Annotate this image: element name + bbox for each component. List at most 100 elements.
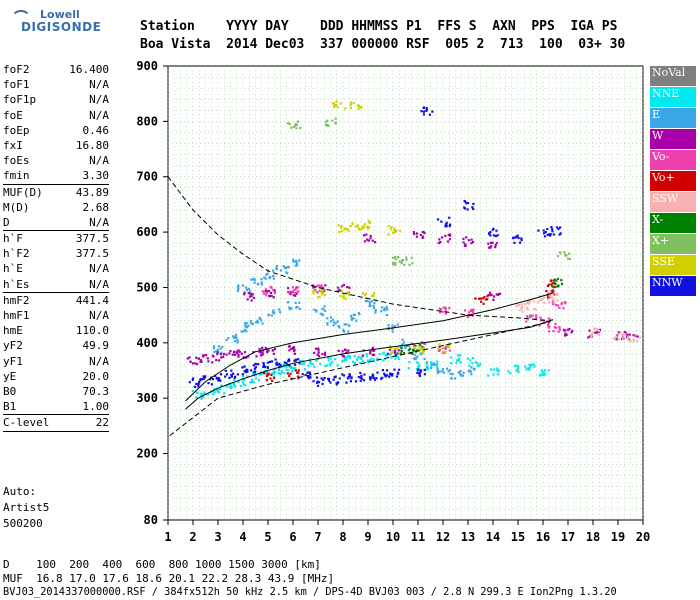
echo-point-nnw — [466, 201, 470, 205]
param-name: h`Es — [3, 277, 30, 291]
legend-item-e: E — [650, 108, 696, 129]
echo-point-w — [243, 291, 246, 294]
echo-point-w — [363, 240, 367, 243]
echo-point-e — [434, 363, 437, 366]
echo-point-nnw — [230, 369, 233, 372]
echo-point-sse — [346, 227, 349, 231]
echo-point-sse — [417, 345, 420, 348]
echo-point-nnw — [270, 360, 274, 363]
echo-point-nnw — [241, 373, 244, 376]
echo-point-nne — [266, 370, 269, 373]
echo-point-w — [369, 352, 372, 355]
echo-point-e — [414, 358, 417, 361]
echo-point-w — [566, 328, 569, 332]
echo-point-x — [396, 256, 400, 259]
echo-point-nne — [543, 369, 547, 372]
echo-point-sse — [340, 225, 343, 228]
echo-point-x — [325, 120, 328, 123]
echo-point-nnw — [346, 376, 350, 379]
echo-point-e — [234, 333, 238, 336]
echo-point-w — [259, 354, 263, 357]
echo-point-e — [237, 284, 240, 287]
echo-point-w — [261, 346, 264, 350]
echo-point-nne — [455, 361, 458, 364]
echo-point-nne — [450, 362, 453, 365]
echo-point-nnw — [444, 225, 447, 228]
echo-point-nnw — [304, 373, 307, 377]
param-row: yF1 N/A — [3, 354, 109, 369]
echo-point-x — [296, 120, 300, 123]
echo-point-nne — [408, 361, 411, 364]
echo-point-e — [338, 326, 341, 329]
echo-point-e — [249, 290, 252, 293]
echo-point-sse — [443, 350, 446, 353]
footer-distance-row: D 100 200 400 600 800 1000 1500 3000 [km… — [3, 558, 321, 571]
echo-point-e — [326, 323, 329, 326]
echo-point-nnw — [236, 373, 240, 376]
echo-point-e — [412, 357, 416, 360]
echo-point-e — [270, 314, 273, 317]
echo-point-w — [294, 294, 297, 297]
echo-point-e — [383, 309, 386, 312]
echo-point-nnw — [391, 374, 394, 377]
echo-point-nnw — [345, 381, 348, 384]
echo-point-ssw — [528, 300, 532, 303]
echo-point-e — [250, 322, 253, 325]
echo-point-e — [216, 348, 219, 351]
param-row: h`E N/A — [3, 261, 109, 276]
echo-point-nnw — [559, 226, 562, 229]
echo-point-e — [323, 305, 326, 308]
echo-point-sse — [333, 104, 336, 107]
echo-point-vo — [552, 286, 555, 289]
param-value: 3.30 — [82, 169, 110, 183]
echo-point-nnw — [348, 373, 351, 376]
echo-point-e — [368, 300, 371, 303]
echo-point-nnw — [215, 377, 218, 380]
y-tick-label: 800 — [136, 114, 158, 128]
param-value: 110.0 — [75, 324, 109, 338]
echo-point-nnw — [425, 108, 428, 111]
echo-point-nnw — [422, 110, 425, 113]
echo-point-e — [212, 345, 216, 348]
echo-point-w — [490, 293, 493, 296]
echo-point-sse — [312, 292, 315, 295]
echo-point-nnw — [254, 366, 257, 369]
echo-point-vo — [547, 297, 550, 300]
echo-point-nne — [386, 354, 389, 357]
echo-point-vo — [441, 310, 444, 313]
echo-point-w — [216, 353, 219, 356]
echo-point-nne — [528, 363, 531, 367]
echo-point-sse — [345, 291, 348, 294]
echo-point-vo — [552, 303, 555, 306]
echo-point-w — [236, 350, 239, 353]
echo-point-e — [436, 368, 439, 371]
echo-point-nnw — [368, 376, 372, 379]
echo-point-vo — [556, 304, 560, 307]
echo-point-nnw — [294, 359, 297, 362]
echo-point-e — [233, 336, 236, 340]
echo-point-ssw — [533, 307, 536, 311]
echo-point-nnw — [217, 379, 220, 382]
echo-point-x — [557, 255, 560, 258]
echo-point-nnw — [334, 375, 337, 378]
echo-point-nnw — [250, 369, 253, 372]
echo-point-nnw — [494, 235, 498, 238]
echo-point-nnw — [262, 363, 265, 367]
echo-point-nne — [496, 367, 499, 370]
echo-point-nnw — [496, 234, 499, 237]
echo-point-e — [294, 260, 297, 263]
echo-point-nne — [366, 360, 369, 364]
echo-point-vo — [439, 308, 443, 311]
echo-point-vo — [550, 290, 553, 293]
footer-muf-row: MUF 16.8 17.0 17.6 18.6 20.1 22.2 28.3 4… — [3, 572, 335, 585]
echo-point-nne — [285, 368, 288, 371]
param-name: D — [3, 215, 10, 229]
echo-point-nne — [255, 377, 258, 380]
echo-point-ssw — [613, 337, 616, 340]
echo-point-e — [461, 374, 465, 377]
echo-point-e — [469, 370, 472, 373]
echo-point-w — [267, 289, 271, 293]
echo-point-nnw — [513, 241, 516, 244]
echo-point-nnw — [263, 365, 266, 368]
echo-point-nne — [229, 385, 232, 388]
